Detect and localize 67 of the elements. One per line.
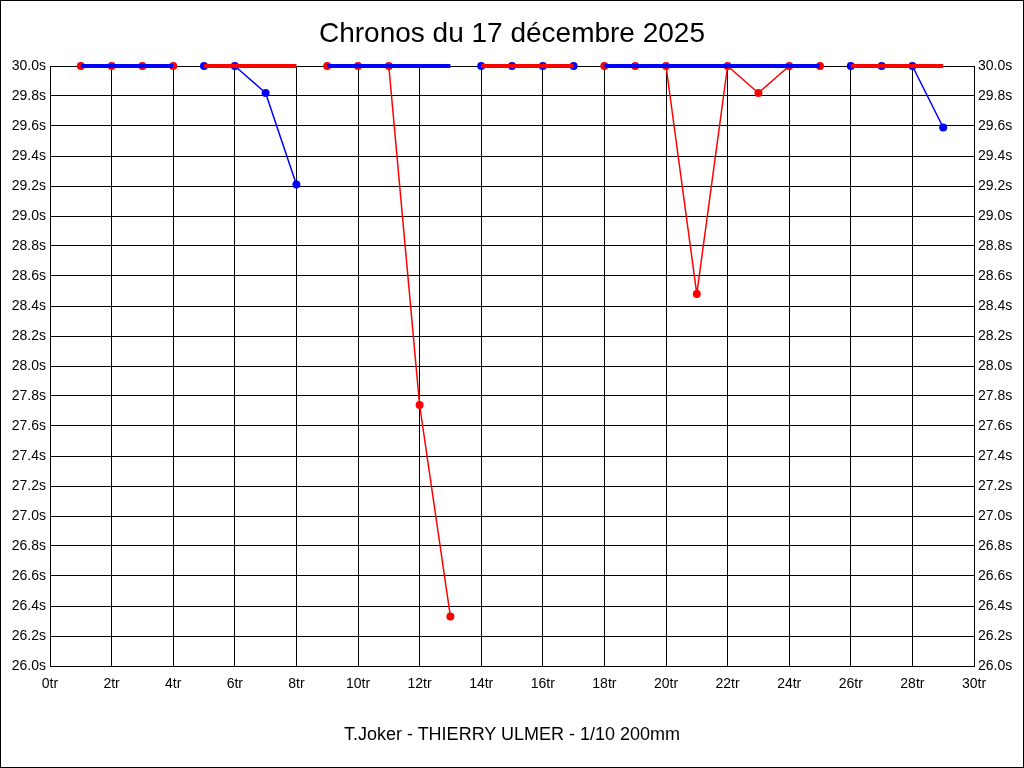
x-tick-label: 8tr [288,675,305,692]
x-tick-label: 6tr [226,675,244,692]
point [261,89,270,97]
y-tick-label: 26.4s [11,596,46,613]
y2-tick-label: 29.6s [978,116,1013,133]
y-tick-label: 28.0s [11,356,46,373]
y2-tick-label: 27.8s [978,386,1013,403]
y-tick-label: 28.4s [11,296,46,313]
y-tick-label: 29.0s [11,206,46,223]
x-tick-label: 4tr [165,675,182,692]
y-tick-label: 30.0s [11,56,46,73]
y-tick-label: 26.6s [11,566,46,583]
y-tick-label: 27.0s [11,506,46,523]
x-tick-label: 14tr [469,675,494,692]
y2-tick-label: 27.6s [978,416,1013,433]
y2-tick-label: 27.2s [978,476,1013,493]
point [415,401,424,409]
point [446,612,455,621]
y-tick-label: 28.6s [11,266,46,283]
x-tick-label: 0tr [41,675,59,692]
x-tick-label: 12tr [407,675,432,692]
x-tick-label: 30tr [961,675,987,692]
y-tick-label: 27.4s [11,446,46,463]
y-tick-label: 27.8s [11,386,46,403]
y2-tick-label: 26.8s [978,536,1013,553]
y-tick-label: 29.4s [11,146,46,163]
text: T.Joker - THIERRY ULMER - 1/10 200mm [342,723,682,745]
y-tick-label: 27.6s [11,416,46,433]
y2-tick-label: 28.2s [978,326,1013,343]
x-tick-label: 24tr [777,675,802,692]
y2-tick-label: 29.2s [978,176,1013,193]
point [754,89,763,97]
y-tick-label: 26.0s [11,656,46,673]
y-tick-label: 26.8s [11,536,46,553]
y2-tick-label: 28.4s [978,296,1013,313]
x-tick-label: 20tr [653,675,679,692]
chart-title: Chronos du 17 décembre 2025 [317,16,706,50]
y-tick-label: 29.6s [11,116,46,133]
y2-tick-label: 29.8s [978,86,1013,103]
y-tick-label: 26.2s [11,626,46,643]
y-tick-label: 28.2s [11,326,46,343]
y-tick-label: 29.2s [11,176,46,193]
y2-tick-label: 28.8s [978,236,1013,253]
y-tick-label: 27.2s [11,476,46,493]
x-tick-label: 26tr [838,675,864,692]
y2-tick-label: 28.6s [978,266,1013,283]
y-tick-label: 28.8s [11,236,46,253]
y2-tick-label: 26.6s [978,566,1013,583]
y2-tick-label: 29.4s [978,146,1013,163]
x-tick-label: 28tr [900,675,925,692]
y2-tick-label: 28.0s [978,356,1013,373]
y2-tick-label: 26.4s [978,596,1013,613]
y2-tick-label: 29.0s [978,206,1013,223]
y2-tick-label: 30.0s [978,56,1013,73]
y-tick-label: 29.8s [11,86,46,103]
y2-tick-label: 27.0s [978,506,1013,523]
y2-tick-label: 26.0s [978,656,1013,673]
point [692,290,701,298]
x-tick-label: 10tr [345,675,371,692]
y2-tick-label: 26.2s [978,626,1013,643]
point [292,180,301,189]
x-tick-label: 2tr [103,675,121,692]
y2-tick-label: 27.4s [978,446,1013,463]
x-tick-label: 22tr [715,675,740,692]
x-tick-label: 18tr [592,675,617,692]
point [939,123,948,132]
x-tick-label: 16tr [530,675,556,692]
